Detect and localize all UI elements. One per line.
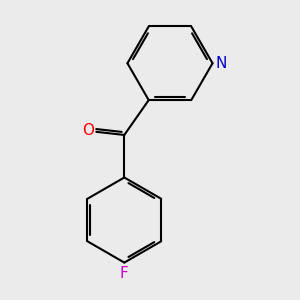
Text: N: N <box>216 56 227 71</box>
Text: F: F <box>120 266 129 281</box>
Text: O: O <box>82 123 94 138</box>
